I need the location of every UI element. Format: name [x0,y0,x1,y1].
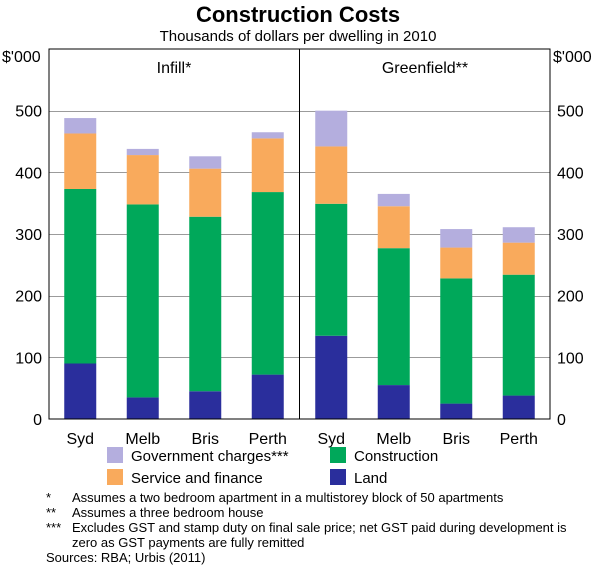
footnote-mark: ** [46,505,57,520]
footnote-mark: * [46,490,52,505]
footnote: *** Excludes GST and stamp duty on final… [46,520,594,550]
footnote-text: Excludes GST and stamp duty on final sal… [72,520,567,550]
bar-segment-construction [502,274,535,396]
legend-swatch [330,469,346,485]
legend-label: Government charges*** [131,448,289,465]
legend-label: Service and finance [131,470,263,487]
footnote-text: Assumes a two bedroom apartment in a mul… [72,490,504,505]
bar-segment-service-and-finance [126,155,159,205]
bar-segment-land [189,391,222,419]
source-line: Sources: RBA; Urbis (2011) [46,550,206,565]
bar-segment-service-and-finance [64,133,97,189]
bar-segment-construction [64,188,97,364]
bar-segment-land [126,397,159,419]
bar-segment-service-and-finance [502,242,535,275]
bar-segment-construction [189,216,222,392]
footnote: ** Assumes a three bedroom house [46,505,594,520]
legend-swatch [107,469,123,485]
panel-label-infill: Infill* [157,60,192,77]
bar-segment-government-charges [251,132,284,139]
bar-segment-land [64,363,97,419]
y-tick-label-right: 500 [557,104,584,121]
x-ticks: Syd Melb Bris Perth Syd Melb Bris Perth [66,431,537,448]
bar-segment-construction [251,192,284,375]
footnotes: * Assumes a two bedroom apartment in a m… [46,490,594,565]
y-unit-left: $'000 [2,49,41,66]
x-tick-label: Syd [66,431,94,448]
legend-label: Construction [354,448,438,465]
footnote-text: Assumes a three bedroom house [72,505,264,520]
x-tick-label: Perth [500,431,538,448]
bar-segment-government-charges [126,148,159,156]
bar-segment-land [440,403,473,419]
bar-segment-government-charges [189,156,222,169]
bar-segment-land [502,395,535,419]
y-tick-label-left: 400 [15,165,42,182]
bar-segment-service-and-finance [377,206,410,249]
bar-segment-service-and-finance [189,168,222,217]
y-unit-right: $'000 [553,49,592,66]
bar-segment-government-charges [64,118,97,134]
y-tick-label-left: 0 [33,412,42,429]
y-tick-label-right: 400 [557,165,584,182]
bar-segment-construction [377,248,410,386]
bar-segment-land [377,385,410,419]
bar-segment-land [251,374,284,419]
bar-segment-government-charges [440,229,473,248]
bar-segment-service-and-finance [251,138,284,193]
y-tick-label-left: 100 [15,350,42,367]
bar-segment-service-and-finance [315,146,348,204]
bar-segment-land [315,335,348,419]
legend-label: Land [354,470,387,487]
y-tick-label-right: 100 [557,350,584,367]
legend-swatch [330,447,346,463]
chart-subtitle: Thousands of dollars per dwelling in 201… [160,28,437,45]
bar-segment-construction [440,278,473,404]
footnote: * Assumes a two bedroom apartment in a m… [46,490,594,505]
bars [64,110,535,419]
y-tick-label-right: 0 [557,412,566,429]
bar-segment-government-charges [377,193,410,207]
x-tick-label: Melb [376,431,411,448]
y-ticks: 0 0 100 100 200 200 300 300 400 400 500 500 [15,104,584,429]
y-tick-label-left: 300 [15,227,42,244]
x-tick-label: Syd [317,431,345,448]
bar-segment-service-and-finance [440,247,473,279]
x-tick-label: Bris [442,431,470,448]
footnote-mark: *** [46,520,62,535]
x-tick-label: Melb [125,431,160,448]
x-tick-label: Bris [191,431,219,448]
bar-segment-construction [126,204,159,398]
bar-segment-construction [315,203,348,336]
bar-segment-government-charges [502,227,535,243]
construction-costs-chart: Construction Costs Thousands of dollars … [2,2,592,487]
y-tick-label-left: 500 [15,104,42,121]
x-tick-label: Perth [249,431,287,448]
legend: Government charges*** Construction Service… [107,447,438,487]
panel-label-greenfield: Greenfield** [382,60,468,77]
legend-swatch [107,447,123,463]
y-tick-label-right: 200 [557,289,584,306]
bar-segment-government-charges [315,110,348,147]
y-tick-label-left: 200 [15,289,42,306]
chart-title: Construction Costs [196,2,400,27]
y-tick-label-right: 300 [557,227,584,244]
